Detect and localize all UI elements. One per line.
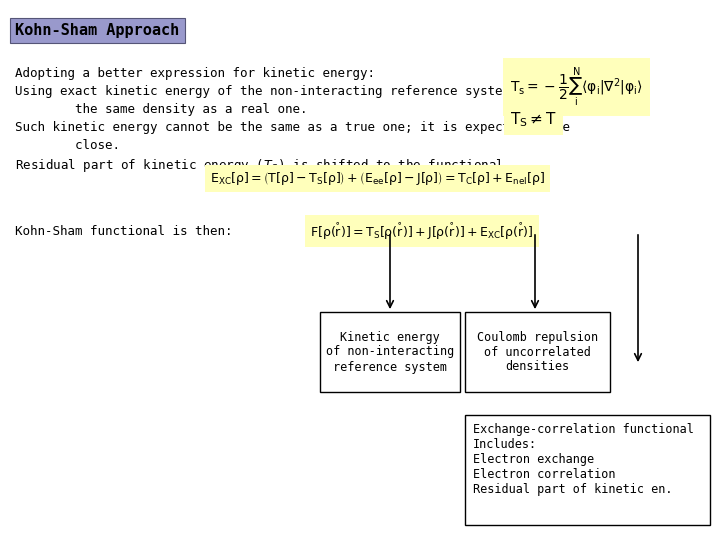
Text: the same density as a real one.: the same density as a real one. <box>15 103 307 116</box>
Text: Residual part of kinetic energy ($T_C$) is shifted to the functional.: Residual part of kinetic energy ($T_C$) … <box>15 157 510 174</box>
Text: Kinetic energy
of non-interacting
reference system: Kinetic energy of non-interacting refere… <box>326 330 454 374</box>
Text: Using exact kinetic energy of the non-interacting reference system that has: Using exact kinetic energy of the non-in… <box>15 85 577 98</box>
Text: Adopting a better expression for kinetic energy:: Adopting a better expression for kinetic… <box>15 67 375 80</box>
Text: close.: close. <box>15 139 120 152</box>
Text: $\mathrm{E_{XC}[\rho] = \left(T[\rho] - T_S[\rho]\right) + \left(E_{ee}[\rho] - : $\mathrm{E_{XC}[\rho] = \left(T[\rho] - … <box>210 170 545 187</box>
Text: Coulomb repulsion
of uncorrelated
densities: Coulomb repulsion of uncorrelated densit… <box>477 330 598 374</box>
Text: $\mathrm{F[\rho(\overset{\circ}{r})] = T_S[\rho(\overset{\circ}{r})] + J[\rho(\o: $\mathrm{F[\rho(\overset{\circ}{r})] = T… <box>310 220 534 241</box>
Text: Exchange-correlation functional
Includes:
Electron exchange
Electron correlation: Exchange-correlation functional Includes… <box>473 423 694 496</box>
Bar <box>320 312 460 392</box>
Text: Such kinetic energy cannot be the same as a true one; it is expected to be: Such kinetic energy cannot be the same a… <box>15 121 570 134</box>
Bar <box>465 312 610 392</box>
Text: $\mathrm{T_s = -\dfrac{1}{2}\sum_i^N \langle \varphi_i | \nabla^2 | \varphi_i \r: $\mathrm{T_s = -\dfrac{1}{2}\sum_i^N \la… <box>510 65 643 109</box>
Text: Kohn-Sham functional is then:: Kohn-Sham functional is then: <box>15 225 233 238</box>
Text: $\mathrm{T_S \neq T}$: $\mathrm{T_S \neq T}$ <box>510 110 557 129</box>
Bar <box>465 415 710 525</box>
Text: Kohn-Sham Approach: Kohn-Sham Approach <box>15 23 179 38</box>
